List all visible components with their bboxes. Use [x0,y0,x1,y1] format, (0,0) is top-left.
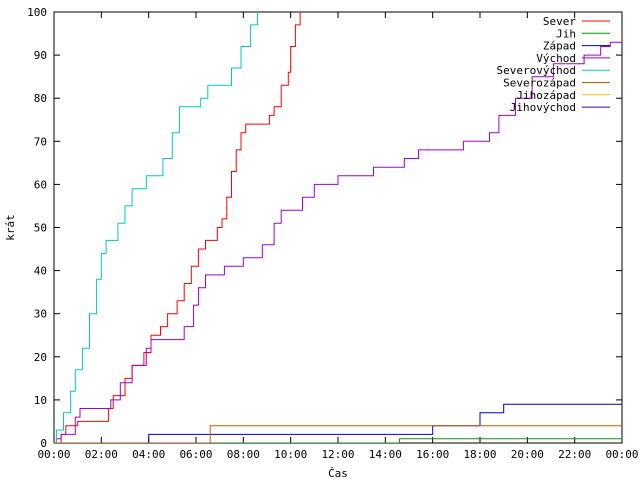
y-tick-label: 100 [27,6,47,19]
tick-labels: 0 10 20 30 40 50 60 70 80 90 100 00:00 02:00 04:00 06:… [27,6,638,461]
x-tick-label: 00:00 [37,448,70,461]
y-tick-label: 50 [34,222,47,235]
series-line-vychod [55,41,622,443]
series-lines [54,12,622,443]
legend-label-severozapad: Severozápad [503,77,576,90]
x-tick-label: 16:00 [416,448,449,461]
x-tick-label: 06:00 [179,448,212,461]
axis-ticks [53,11,623,444]
series-line-jih [54,438,622,443]
legend-label-jihovychod: Jihovýchod [510,101,576,114]
y-tick-label: 70 [34,135,47,148]
x-axis-label: Čas [328,467,348,480]
legend-label-severovychod: Severovýchod [497,64,576,77]
y-tick-label: 90 [34,49,47,62]
y-tick-label: 20 [34,351,47,364]
y-tick-label: 10 [34,394,47,407]
series-line-severovychod [55,12,258,443]
x-tick-label: 00:00 [605,448,638,461]
y-tick-label: 40 [34,265,47,278]
legend-label-jihozapad: Jihozápad [516,89,576,102]
legend-label-jih: Jih [556,27,576,40]
legend-label-zapad: Západ [543,40,576,53]
series-line-sever [60,12,301,443]
legend: SeverJihZápadVýchodSeverovýchodSeverozáp… [497,15,610,114]
x-tick-label: 12:00 [321,448,354,461]
x-tick-label: 10:00 [274,448,307,461]
x-tick-label: 02:00 [85,448,118,461]
y-tick-label: 80 [34,92,47,105]
x-tick-label: 04:00 [132,448,165,461]
y-tick-label: 30 [34,308,47,321]
legend-label-vychod: Východ [536,52,576,65]
x-tick-label: 22:00 [558,448,591,461]
y-tick-label: 0 [40,437,47,450]
x-tick-label: 18:00 [463,448,496,461]
y-tick-label: 60 [34,178,47,191]
x-tick-label: 20:00 [511,448,544,461]
series-line-severozapad [54,425,622,443]
x-tick-label: 08:00 [227,448,260,461]
x-tick-label: 14:00 [369,448,402,461]
legend-label-sever: Sever [543,15,576,28]
y-axis-label: krát [4,214,17,241]
